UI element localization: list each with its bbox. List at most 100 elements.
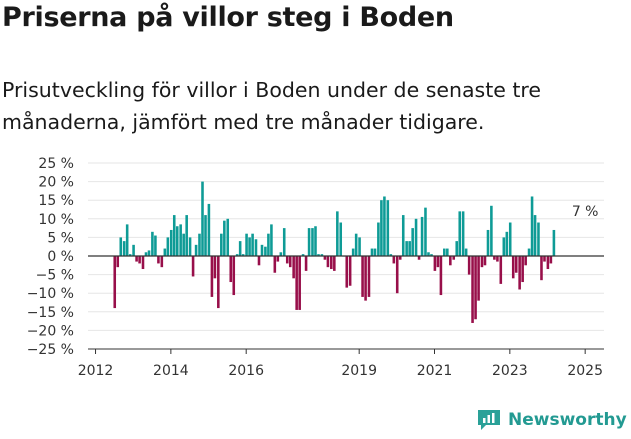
bar (540, 256, 543, 281)
bar (229, 256, 233, 283)
bar (452, 256, 456, 260)
bar (267, 233, 270, 256)
chart-title: Priserna på villor steg i Boden (2, 2, 454, 33)
bar (188, 237, 192, 256)
bar (383, 196, 386, 256)
bar (317, 254, 320, 256)
x-tick-label: 2014 (153, 363, 189, 379)
bar (166, 237, 170, 256)
bar (298, 256, 301, 310)
bar (320, 254, 324, 256)
newsworthy-logo-icon (478, 410, 500, 430)
bar (235, 254, 239, 256)
bar (430, 254, 433, 256)
bar (361, 256, 364, 297)
bar (474, 256, 477, 320)
y-tick-label: −10 % (27, 286, 74, 302)
y-tick-label: −25 % (27, 342, 74, 358)
bar (223, 220, 226, 256)
bar (245, 233, 248, 256)
bar (270, 224, 273, 256)
bar (154, 235, 157, 256)
x-tick-label: 2012 (78, 363, 114, 379)
bar (323, 256, 327, 260)
bar (128, 254, 132, 256)
chart-subtitle: Prisutveckling för villor i Boden under … (2, 78, 542, 134)
bar (552, 229, 556, 256)
bar (122, 241, 126, 256)
bar (364, 256, 367, 301)
bar (213, 256, 217, 279)
bar (336, 211, 339, 256)
bar (285, 256, 289, 264)
bar (490, 205, 493, 256)
bar (279, 252, 283, 256)
bar (527, 248, 531, 256)
bar (443, 248, 446, 256)
bar (339, 222, 343, 256)
bar (217, 256, 220, 309)
bar (248, 237, 251, 256)
bar (493, 256, 496, 260)
bar (546, 256, 550, 270)
bar (163, 248, 167, 256)
bar (175, 226, 179, 256)
bar (288, 256, 292, 268)
bar (389, 254, 393, 256)
bar (185, 215, 188, 256)
bar (207, 203, 211, 256)
bar (455, 241, 459, 256)
bar (505, 231, 509, 256)
bar (358, 237, 361, 256)
bar (172, 215, 176, 256)
bar (194, 244, 198, 256)
bar (345, 256, 349, 288)
bar (257, 256, 261, 266)
bar (147, 250, 151, 256)
x-tick-label: 2021 (417, 363, 453, 379)
bar (521, 256, 524, 283)
bar (471, 256, 474, 323)
bar (508, 222, 512, 256)
bar (543, 256, 546, 262)
bar (511, 256, 515, 279)
bar (301, 254, 305, 256)
y-tick-label: 5 % (47, 230, 74, 246)
bar (533, 215, 537, 256)
bar (502, 237, 506, 256)
bar (499, 256, 503, 284)
bar (524, 256, 527, 266)
bar (449, 256, 452, 266)
bar (348, 256, 352, 286)
y-axis-ticks: 25 % 20 % 15 % 10 % 5 % 0 % −5 % −10 % −15 % −20 … (27, 156, 74, 358)
bar (254, 239, 258, 256)
bar (116, 256, 120, 268)
bar (326, 256, 330, 268)
bar (427, 252, 430, 256)
bar (201, 181, 204, 256)
bar (160, 256, 164, 268)
bar (424, 207, 427, 256)
bar (417, 256, 421, 260)
bar (304, 256, 308, 271)
bar (132, 244, 135, 256)
bar (420, 216, 424, 256)
y-gridlines (88, 162, 604, 350)
brand-logo: Newsworthy (476, 408, 627, 432)
bar (414, 218, 418, 256)
bar (446, 248, 449, 256)
bar (537, 222, 540, 256)
bar (232, 256, 236, 296)
bar (395, 256, 399, 294)
bar (151, 231, 154, 256)
bar (480, 256, 484, 268)
x-tick-label: 2023 (492, 363, 528, 379)
bar (458, 211, 462, 256)
bar (477, 256, 480, 301)
bar (367, 256, 371, 297)
bar (496, 256, 499, 262)
bar (514, 256, 518, 273)
brand-name: Newsworthy (508, 410, 627, 430)
bar (380, 200, 383, 256)
y-tick-label: 20 % (38, 175, 74, 191)
